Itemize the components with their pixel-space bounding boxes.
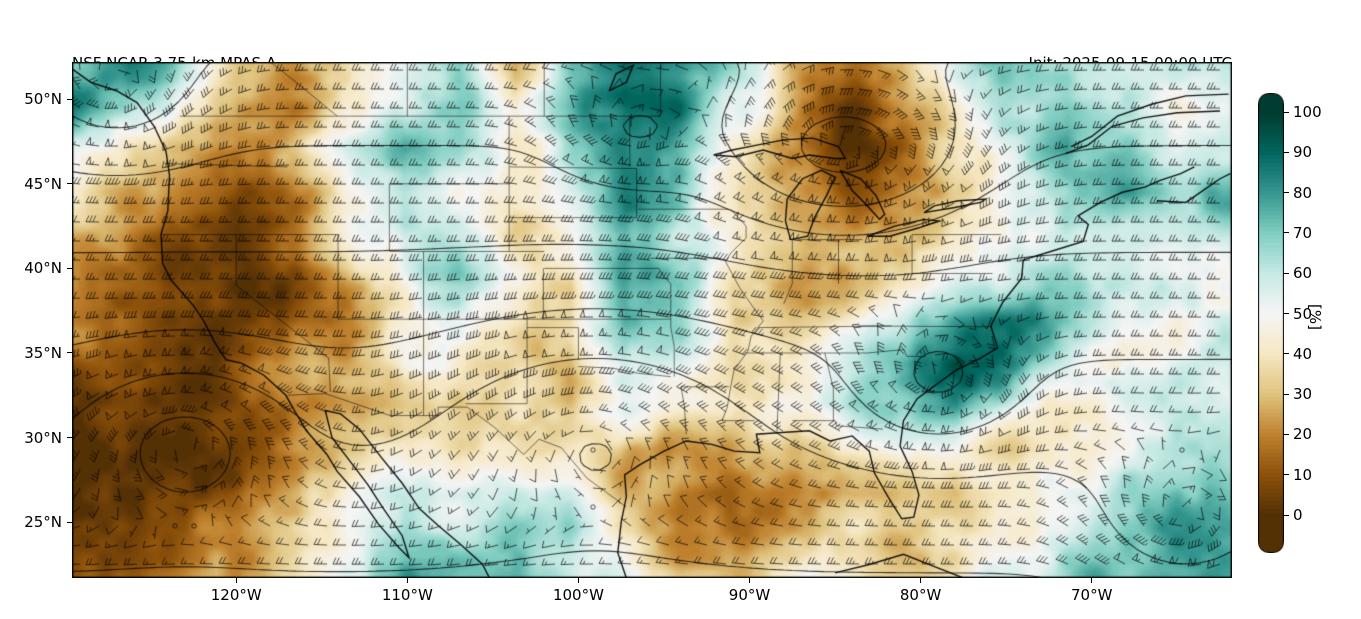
colorbar-tick-label: 20 [1293, 425, 1313, 444]
colorbar-tick-mark [1284, 474, 1289, 476]
y-tick-label: 30°N [24, 428, 62, 447]
colorbar-tick-mark [1284, 313, 1289, 314]
y-tick-label: 45°N [24, 174, 62, 193]
colorbar-tick-mark [1284, 151, 1289, 153]
colorbar-tick-label: 60 [1293, 264, 1313, 283]
colorbar-tick-label: 0 [1293, 506, 1303, 524]
colorbar-tick-label: 70 [1293, 223, 1313, 242]
colorbar-tick-label: 80 [1293, 183, 1313, 202]
y-tick-mark [67, 183, 72, 185]
colorbar-tick-mark [1284, 232, 1289, 234]
colorbar-tick-label: 30 [1293, 385, 1313, 404]
y-tick-mark [67, 352, 72, 354]
colorbar-tick-label: 90 [1293, 143, 1313, 162]
colorbar-tick-label: 50 [1293, 304, 1313, 323]
x-tick-label: 70°W [1070, 586, 1113, 604]
x-tick-label: 110°W [381, 586, 433, 604]
x-tick-label: 120°W [210, 586, 262, 604]
colorbar [1258, 93, 1284, 553]
x-tick-label: 90°W [728, 586, 771, 604]
x-tick-mark [235, 578, 237, 583]
x-tick-mark [406, 578, 408, 583]
colorbar-tick-label: 10 [1293, 465, 1313, 484]
x-tick-mark [920, 578, 922, 583]
x-tick-label: 100°W [552, 586, 604, 604]
y-tick-label: 40°N [24, 259, 62, 278]
colorbar-tick-mark [1284, 111, 1289, 113]
colorbar-tick-mark [1284, 514, 1289, 516]
colorbar-tick-label: 40 [1293, 344, 1313, 363]
x-tick-mark [577, 578, 579, 583]
colorbar-tick-mark [1284, 192, 1289, 194]
colorbar-tick-label: 100 [1293, 103, 1322, 121]
x-tick-mark [749, 578, 751, 583]
y-tick-label: 35°N [24, 343, 62, 362]
y-tick-mark [67, 267, 72, 269]
colorbar-tick-mark [1284, 353, 1289, 355]
y-tick-label: 25°N [24, 513, 62, 532]
colorbar-tick-mark [1284, 433, 1289, 435]
y-tick-mark [67, 521, 72, 523]
map-plot-area [72, 62, 1232, 578]
y-tick-mark [67, 437, 72, 439]
colorbar-tick-mark [1284, 393, 1289, 395]
x-tick-mark [1091, 578, 1093, 583]
y-tick-mark [67, 98, 72, 100]
x-tick-label: 80°W [899, 586, 942, 604]
colorbar-tick-mark [1284, 272, 1289, 274]
y-tick-label: 50°N [24, 90, 62, 109]
